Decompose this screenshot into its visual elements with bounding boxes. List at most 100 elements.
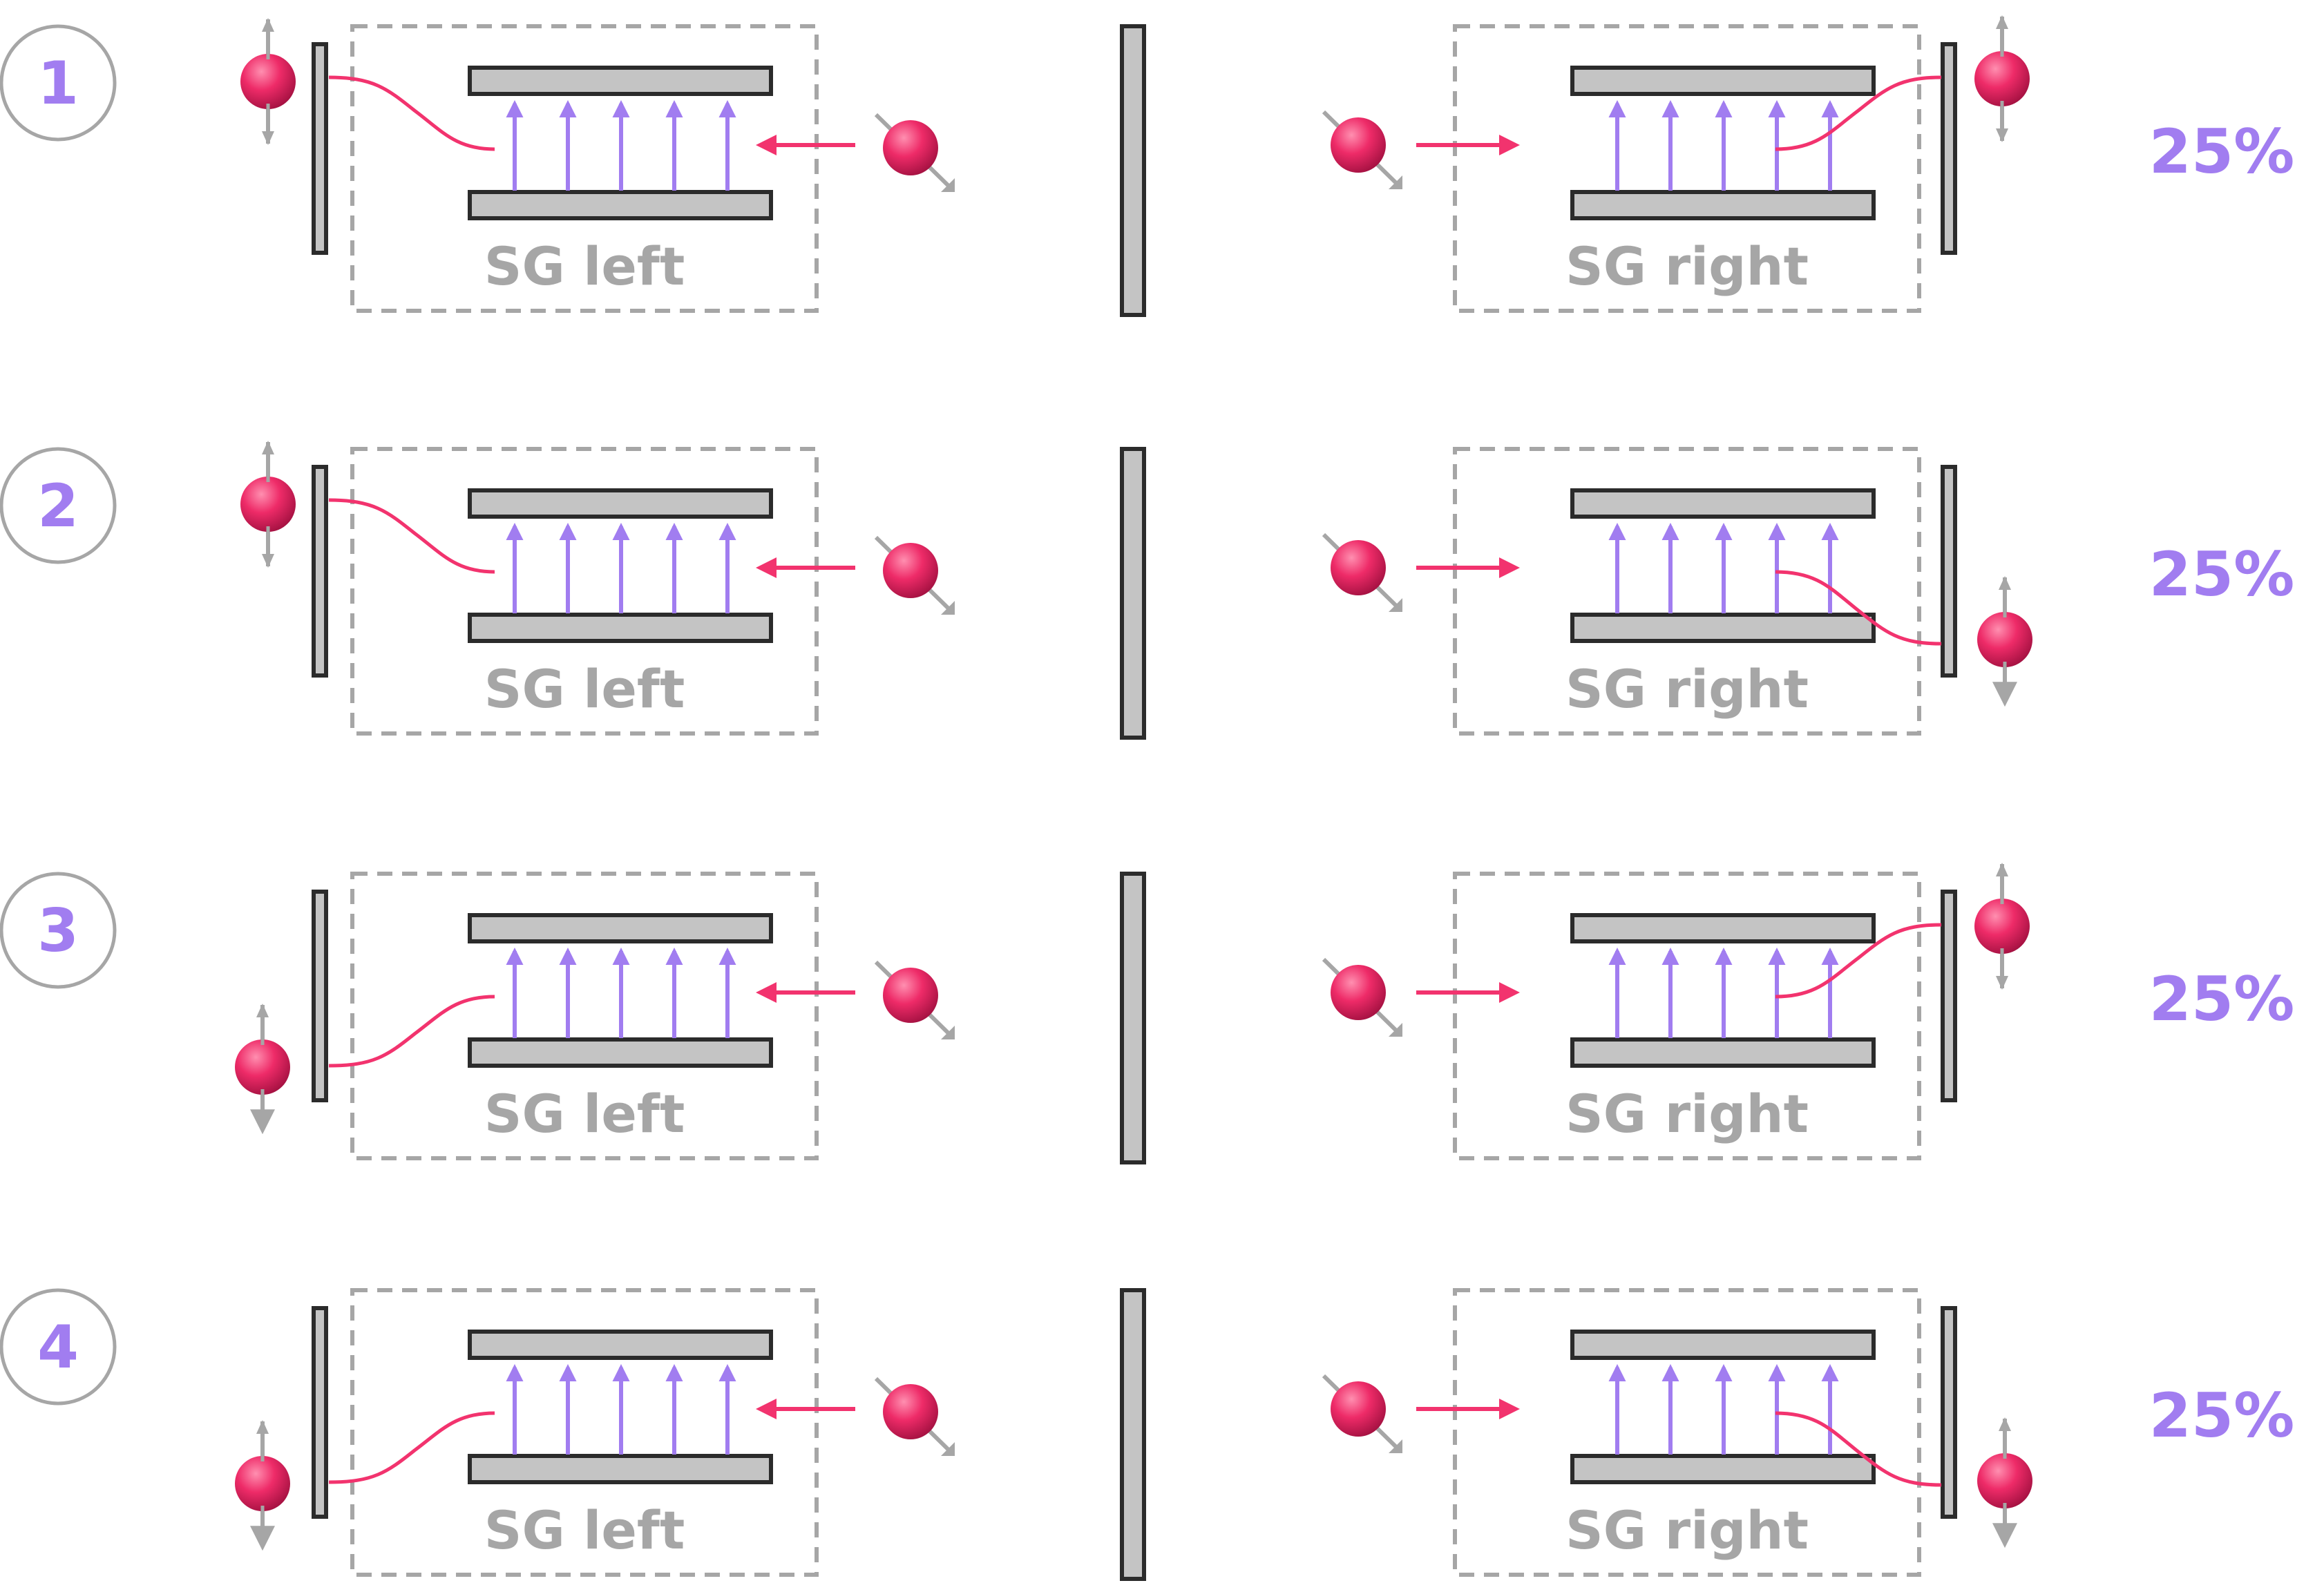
spin-arrowhead-icon <box>1996 15 2008 29</box>
spin-arrowhead-icon <box>941 1442 955 1456</box>
right-magnet-label: SG right <box>1565 236 1809 297</box>
left-trajectory <box>328 995 495 1068</box>
particle-icon <box>240 54 296 109</box>
left-detected-particle <box>235 1420 290 1551</box>
row-probability: 25% <box>2149 539 2295 610</box>
row-number: 2 <box>37 472 79 541</box>
particle-icon <box>1331 1381 1386 1437</box>
left-incoming-particle <box>874 113 955 192</box>
particle-icon <box>235 1456 290 1511</box>
particle-icon <box>1977 1453 2032 1508</box>
left-top-plate <box>468 1330 773 1360</box>
left-trajectory <box>328 1411 495 1484</box>
right-detector-screen <box>1941 890 1957 1102</box>
particle-icon <box>883 120 938 175</box>
spin-arrowhead-icon <box>256 1533 269 1547</box>
right-detected-trajectory <box>1775 570 1942 646</box>
right-magnet-box <box>1453 1288 1921 1577</box>
right-detected-particle <box>1977 576 2032 707</box>
right-magnet-box <box>1453 447 1921 736</box>
left-detector-screen <box>312 42 328 255</box>
right-detected-particle <box>1974 15 2030 142</box>
right-incoming-particle <box>1322 957 1402 1037</box>
left-top-plate <box>468 913 773 943</box>
right-detector-screen <box>1941 42 1957 255</box>
left-detected-particle <box>235 1004 290 1135</box>
spin-arrowhead-icon <box>1389 1439 1402 1453</box>
right-incoming-particle <box>1322 533 1402 612</box>
left-detector-screen <box>312 890 328 1102</box>
left-magnet-box <box>350 1288 819 1577</box>
right-detected-trajectory <box>1775 1411 1942 1487</box>
particle-icon <box>1331 117 1386 173</box>
particle-icon <box>1977 612 2032 667</box>
left-incoming-particle <box>874 1377 955 1456</box>
spin-arrowhead-icon <box>262 18 274 32</box>
source-slab <box>1120 872 1146 1164</box>
right-bottom-plate <box>1570 1037 1876 1068</box>
spin-arrowhead-icon <box>262 554 274 568</box>
spin-arrowhead-icon <box>1999 1417 2011 1431</box>
row-number-circle <box>0 447 117 564</box>
left-bottom-plate <box>468 1037 773 1068</box>
right-magnet-label: SG right <box>1565 658 1809 720</box>
right-top-plate <box>1570 488 1876 519</box>
spin-arrowhead-icon <box>262 441 274 454</box>
particle-icon <box>1331 540 1386 595</box>
left-magnet-label: SG left <box>484 236 685 297</box>
particle-icon <box>883 968 938 1023</box>
left-magnet-label: SG left <box>484 1499 685 1561</box>
spin-arrowhead-icon <box>1389 598 1402 612</box>
right-magnet-box <box>1453 872 1921 1160</box>
spin-arrowhead-icon <box>1389 175 1402 189</box>
particle-icon <box>235 1039 290 1095</box>
right-bottom-plate <box>1570 190 1876 220</box>
left-top-plate <box>468 488 773 519</box>
particle-icon <box>1974 51 2030 106</box>
right-detected-particle <box>1977 1417 2032 1548</box>
right-incoming-particle <box>1322 1374 1402 1453</box>
experiment-row-4: 4 SG left SG right 25% <box>0 1288 2295 1581</box>
particle-icon <box>240 477 296 532</box>
experiment-row-1: 1 SG left SG right 25% <box>0 15 2294 317</box>
left-magnet-box <box>350 24 819 313</box>
spin-arrowhead-icon <box>262 131 274 145</box>
spin-arrowhead-icon <box>941 1026 955 1039</box>
particle-icon <box>883 543 938 598</box>
right-top-plate <box>1570 913 1876 943</box>
row-probability: 25% <box>2149 1380 2295 1451</box>
right-detected-particle <box>1974 863 2030 990</box>
source-slab <box>1120 447 1146 740</box>
right-detector-screen <box>1941 1306 1957 1519</box>
left-bottom-plate <box>468 190 773 220</box>
left-trajectory <box>328 498 495 574</box>
left-magnet-label: SG left <box>484 1083 685 1144</box>
spin-arrowhead-icon <box>941 601 955 615</box>
particle-icon <box>883 1384 938 1439</box>
source-slab <box>1120 1288 1146 1581</box>
spin-arrowhead-icon <box>256 1004 269 1017</box>
source-slab <box>1120 24 1146 317</box>
left-magnet-box <box>350 872 819 1160</box>
right-magnet-label: SG right <box>1565 1499 1809 1561</box>
particle-icon <box>1974 899 2030 954</box>
left-bottom-plate <box>468 1454 773 1484</box>
spin-arrowhead-icon <box>1999 689 2011 703</box>
spin-arrowhead-icon <box>941 178 955 192</box>
right-magnet-label: SG right <box>1565 1083 1809 1144</box>
right-incoming-particle <box>1322 110 1402 189</box>
row-number: 3 <box>37 896 79 966</box>
left-incoming-particle <box>874 960 955 1039</box>
left-magnet-box <box>350 447 819 736</box>
spin-arrowhead-icon <box>1996 976 2008 990</box>
experiment-row-2: 2 SG left SG right 25% <box>0 441 2295 740</box>
row-number-circle <box>0 872 117 989</box>
spin-arrowhead-icon <box>256 1117 269 1131</box>
spin-arrowhead-icon <box>1996 128 2008 142</box>
spin-arrowhead-icon <box>1999 576 2011 590</box>
row-number-circle <box>0 1288 117 1406</box>
right-bottom-plate <box>1570 1454 1876 1484</box>
particle-icon <box>1331 965 1386 1020</box>
right-top-plate <box>1570 66 1876 96</box>
